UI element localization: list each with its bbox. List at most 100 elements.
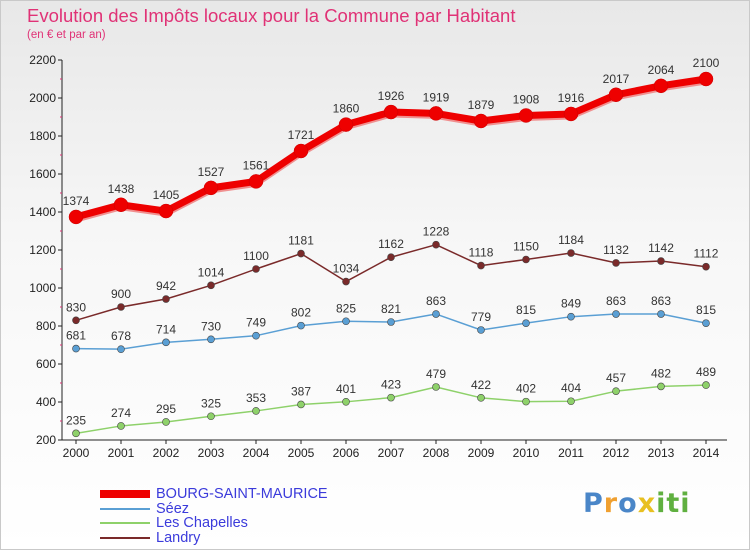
y-tick-label: 1000 xyxy=(29,281,56,295)
x-tick-label: 2009 xyxy=(468,446,495,460)
data-label: 479 xyxy=(426,367,446,381)
x-tick-label: 2006 xyxy=(333,446,360,460)
data-label: 825 xyxy=(336,301,356,315)
data-point xyxy=(297,321,305,330)
data-point xyxy=(203,180,219,196)
data-label: 1438 xyxy=(108,182,135,196)
data-point xyxy=(432,310,440,318)
data-point xyxy=(428,106,444,121)
data-label: 815 xyxy=(696,303,716,317)
data-label: 353 xyxy=(246,391,266,405)
logo-letter: i xyxy=(656,488,667,519)
data-label: 802 xyxy=(291,306,311,320)
data-label: 1118 xyxy=(469,246,494,260)
data-point xyxy=(477,394,485,402)
data-label: 900 xyxy=(111,287,131,301)
data-point xyxy=(117,422,125,430)
data-label: 1879 xyxy=(468,98,495,112)
data-point xyxy=(342,317,350,326)
data-label: 1916 xyxy=(558,91,585,105)
data-label: 2017 xyxy=(603,72,630,86)
data-label: 815 xyxy=(516,303,536,317)
data-point xyxy=(383,104,399,120)
logo-letter: x xyxy=(637,488,657,519)
data-point xyxy=(522,397,530,406)
x-tick-label: 2005 xyxy=(288,446,315,460)
data-label: 295 xyxy=(156,402,176,416)
y-tick-label: 800 xyxy=(36,319,56,333)
data-point xyxy=(477,261,485,270)
data-point xyxy=(522,255,530,264)
data-label: 830 xyxy=(66,300,86,314)
data-point xyxy=(387,253,395,262)
x-tick-label: 2013 xyxy=(648,446,675,460)
y-tick-label: 2200 xyxy=(29,53,56,67)
data-point xyxy=(612,259,620,267)
data-point xyxy=(72,316,80,325)
legend-item-bourg-saint-maurice: BOURG-SAINT-MAURICE xyxy=(100,486,360,502)
data-label: 681 xyxy=(66,329,86,343)
data-point xyxy=(567,249,575,257)
data-point xyxy=(477,326,485,334)
data-label: 1374 xyxy=(63,194,90,208)
data-point xyxy=(342,398,350,406)
data-label: 779 xyxy=(471,310,491,324)
data-point xyxy=(207,335,215,344)
chart-subtitle: (en € et par an) xyxy=(27,29,106,41)
data-label: 1162 xyxy=(378,237,404,251)
data-point xyxy=(207,412,215,421)
x-tick-label: 2012 xyxy=(603,446,630,460)
data-label: 1034 xyxy=(333,262,360,276)
data-label: 730 xyxy=(201,319,221,333)
x-tick-label: 2008 xyxy=(423,446,450,460)
data-label: 1184 xyxy=(558,233,584,247)
data-point xyxy=(117,303,125,311)
x-tick-label: 2001 xyxy=(108,446,135,460)
data-label: 402 xyxy=(516,382,536,396)
logo-letter: r xyxy=(603,488,619,519)
data-label: 457 xyxy=(606,371,626,385)
logo-letter: o xyxy=(618,488,638,519)
data-point xyxy=(207,281,215,290)
y-tick-label: 1800 xyxy=(29,129,56,143)
data-point xyxy=(158,203,174,219)
legend-swatch-les-chapelles xyxy=(100,522,150,524)
data-label: 1405 xyxy=(153,188,180,202)
data-point xyxy=(522,319,530,327)
chart-title: Evolution des Impôts locaux pour la Comm… xyxy=(27,5,516,26)
data-label: 1926 xyxy=(378,89,405,103)
data-point xyxy=(252,331,260,340)
logo-letter: i xyxy=(680,488,691,519)
x-tick-label: 2003 xyxy=(198,446,225,460)
data-point xyxy=(297,249,305,258)
data-label: 235 xyxy=(66,413,86,427)
data-point xyxy=(293,143,309,159)
y-tick-label: 1200 xyxy=(29,243,56,257)
logo-letter: t xyxy=(666,488,681,519)
data-label: 1014 xyxy=(198,265,225,279)
legend-item-les-chapelles: Les Chapelles xyxy=(100,515,360,531)
data-label: 401 xyxy=(336,382,356,396)
data-label: 849 xyxy=(561,297,581,311)
data-point xyxy=(563,106,579,122)
data-label: 1181 xyxy=(288,234,314,248)
data-label: 2100 xyxy=(693,56,720,70)
data-label: 1919 xyxy=(423,90,450,104)
data-label: 2064 xyxy=(648,63,675,77)
y-tick-label: 1400 xyxy=(29,205,56,219)
x-tick-label: 2002 xyxy=(153,446,180,460)
data-point xyxy=(252,407,260,415)
data-point xyxy=(567,312,575,321)
data-label: 387 xyxy=(291,384,311,398)
data-label: 1860 xyxy=(333,102,360,116)
data-point xyxy=(68,209,84,225)
data-point xyxy=(612,387,620,395)
data-point xyxy=(387,393,395,402)
data-label: 274 xyxy=(111,406,131,420)
data-label: 942 xyxy=(156,279,176,293)
data-point xyxy=(657,257,665,265)
data-label: 749 xyxy=(246,316,266,330)
data-label: 863 xyxy=(651,294,671,308)
legend-label-seez: Séez xyxy=(156,501,190,517)
